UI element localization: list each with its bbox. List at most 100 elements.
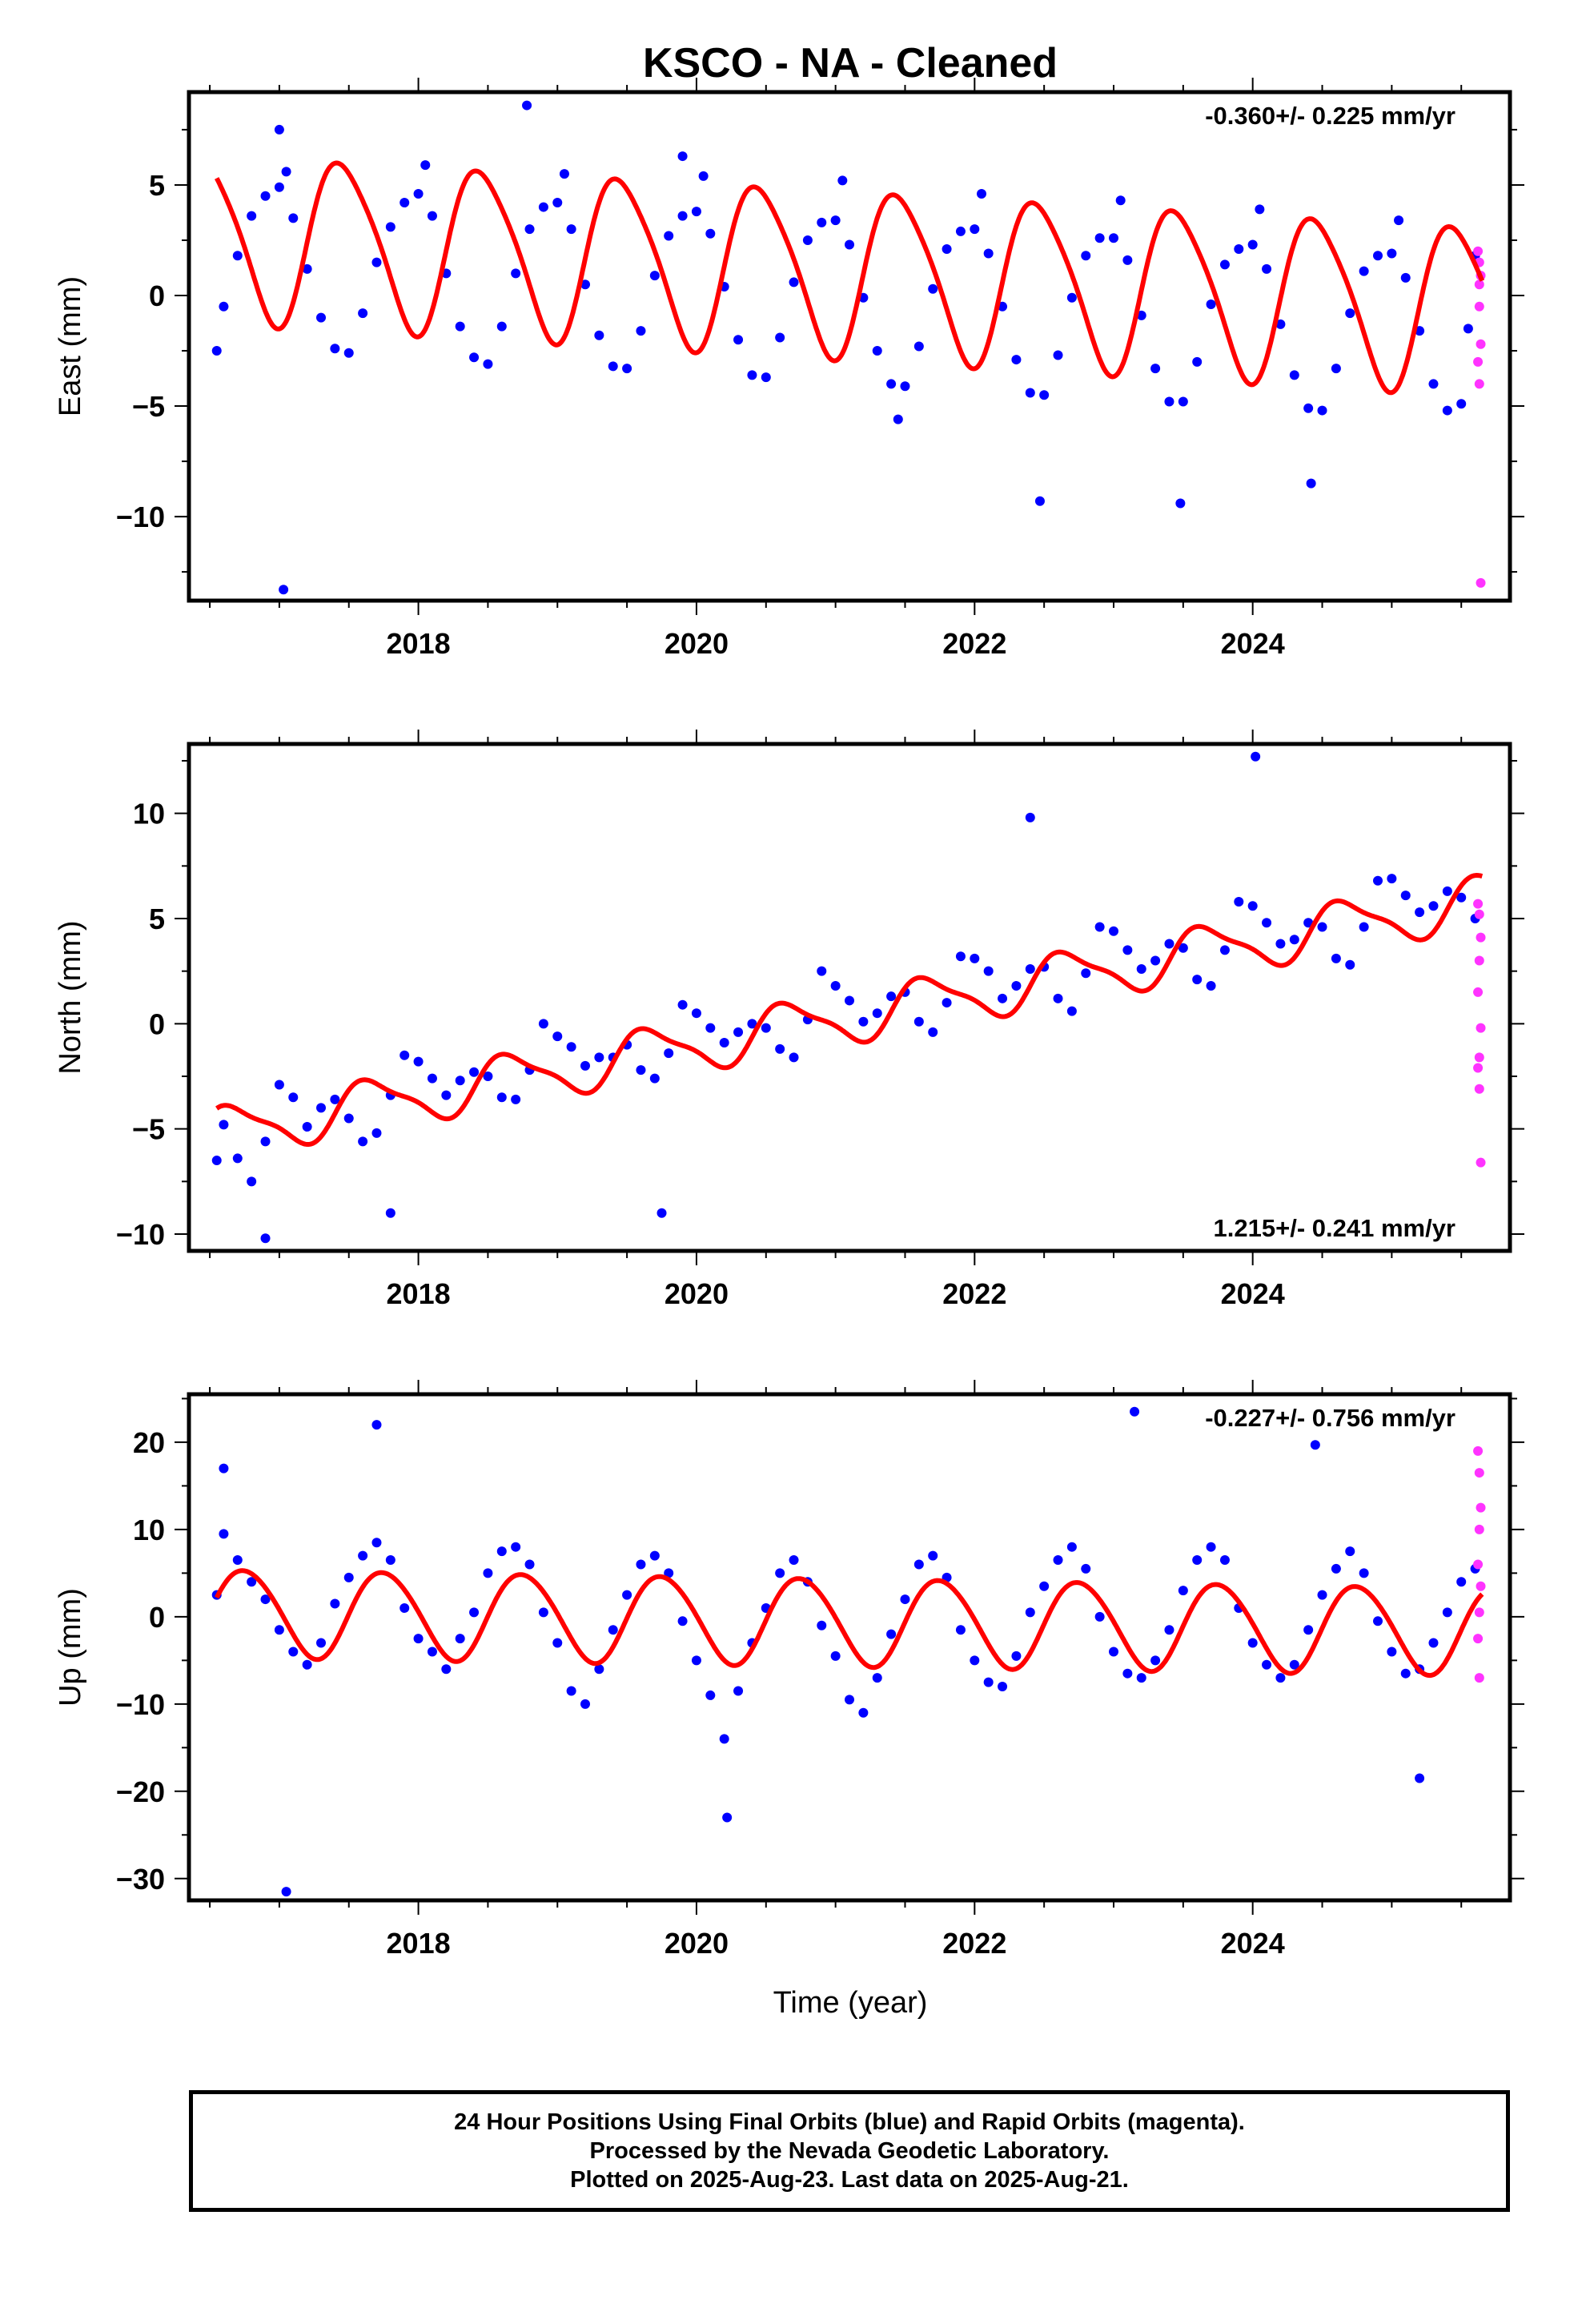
up-rapid-orbit-point	[1474, 1468, 1484, 1478]
up-x-tick-label: 2018	[387, 1927, 451, 1960]
up-final-orbit-point	[1442, 1607, 1452, 1618]
north-final-orbit-point	[469, 1067, 480, 1077]
north-final-orbit-point	[636, 1065, 646, 1076]
east-final-orbit-point	[837, 175, 848, 186]
up-final-orbit-point	[1164, 1625, 1174, 1635]
east-final-orbit-point	[1234, 244, 1244, 255]
north-final-orbit-point	[691, 1008, 701, 1019]
up-final-orbit-point	[1428, 1638, 1439, 1648]
up-y-tick-label: −30	[116, 1863, 165, 1896]
east-final-orbit-point	[955, 226, 966, 236]
east-final-orbit-point	[385, 222, 396, 232]
up-tick-marks	[175, 1380, 1524, 1915]
up-final-orbit-point	[371, 1538, 382, 1548]
east-final-orbit-point	[942, 244, 952, 255]
up-final-orbit-point	[1275, 1673, 1286, 1683]
east-final-orbit-point	[1175, 498, 1186, 509]
north-rapid-orbit-point	[1474, 1052, 1484, 1063]
up-final-orbit-point	[1415, 1773, 1425, 1783]
up-final-orbit-point	[913, 1559, 924, 1570]
up-rapid-orbit-point	[1473, 1445, 1484, 1456]
up-final-orbit-point	[1206, 1542, 1216, 1552]
east-final-orbit-point	[316, 312, 326, 323]
north-final-orbit-point	[705, 1023, 716, 1033]
up-final-orbit-point	[998, 1682, 1008, 1692]
up-final-orbit-point	[970, 1655, 980, 1666]
up-final-orbit-point	[594, 1664, 604, 1675]
north-final-orbit-point	[955, 951, 966, 962]
up-final-orbit-point	[580, 1699, 590, 1709]
up-final-orbit-point	[608, 1625, 618, 1635]
north-final-orbit-point	[358, 1136, 368, 1147]
east-final-orbit-point	[247, 211, 257, 221]
north-rapid-orbit-point	[1473, 1063, 1484, 1073]
north-final-orbit-point	[1081, 968, 1091, 979]
north-final-orbit-point	[872, 1008, 882, 1019]
up-final-orbit-point	[1456, 1577, 1467, 1587]
up-final-orbit-point	[524, 1559, 535, 1570]
east-final-orbit-point	[274, 182, 284, 192]
up-final-orbit-point	[1011, 1651, 1022, 1661]
up-final-orbit-point	[274, 1625, 284, 1635]
up-final-orbit-point	[858, 1707, 869, 1718]
north-final-orbit-point	[1317, 922, 1327, 932]
north-rapid-orbit-point	[1476, 932, 1486, 943]
east-final-orbit-point	[608, 361, 618, 372]
up-x-tick-label: 2024	[1221, 1927, 1285, 1960]
up-final-orbit-point	[469, 1607, 480, 1618]
up-final-orbit-point	[511, 1542, 521, 1552]
east-final-orbit-point	[970, 224, 980, 235]
up-final-orbit-point	[928, 1550, 938, 1561]
east-final-orbit-point	[977, 189, 986, 199]
east-final-orbit-point	[698, 171, 709, 181]
east-final-orbit-point	[483, 359, 493, 369]
up-final-orbit-point	[1053, 1555, 1063, 1566]
up-final-orbit-point	[1373, 1616, 1383, 1626]
north-final-orbit-point	[733, 1027, 744, 1037]
north-rapid-orbit-point	[1474, 1084, 1484, 1094]
up-final-orbit-point	[733, 1686, 744, 1696]
north-final-orbit-point	[858, 1016, 869, 1027]
up-final-orbit-point	[719, 1734, 729, 1744]
east-final-orbit-point	[1303, 403, 1314, 413]
east-final-orbit-point	[455, 321, 465, 332]
up-final-orbit-point	[1025, 1607, 1035, 1618]
north-final-orbit-point	[817, 966, 827, 976]
east-plot-frame	[187, 90, 1512, 603]
up-final-orbit-point	[649, 1550, 660, 1561]
east-final-orbit-point	[1053, 350, 1063, 360]
up-final-orbit-point	[664, 1568, 674, 1578]
north-final-orbit-point	[1053, 993, 1063, 1003]
up-final-orbit-point	[1331, 1563, 1341, 1574]
east-final-orbit-point	[566, 224, 576, 235]
up-final-orbit-point	[1192, 1555, 1203, 1566]
north-final-orbit-point	[1415, 907, 1425, 918]
north-final-orbit-point	[441, 1090, 452, 1100]
east-final-orbit-point	[1317, 405, 1327, 416]
east-x-tick-label: 2020	[665, 627, 729, 660]
east-rapid-orbit-point	[1476, 339, 1486, 349]
east-final-orbit-point	[413, 189, 424, 199]
east-final-orbit-point	[288, 213, 299, 223]
up-y-axis-label: Up (mm)	[54, 1588, 87, 1707]
up-final-orbit-point	[817, 1620, 827, 1630]
north-final-orbit-point	[511, 1094, 521, 1104]
north-final-orbit-point	[1178, 943, 1188, 953]
caption-line-1: 24 Hour Positions Using Final Orbits (bl…	[454, 2109, 1245, 2135]
up-final-orbit-point	[232, 1555, 243, 1566]
east-final-orbit-point	[1150, 364, 1161, 374]
east-final-orbit-point	[496, 321, 507, 332]
east-rapid-orbit-point	[1474, 301, 1484, 312]
up-rapid-orbit-point	[1476, 1581, 1486, 1591]
east-final-orbit-point	[733, 335, 744, 345]
up-final-orbit-point	[385, 1555, 396, 1566]
up-final-orbit-point	[677, 1616, 688, 1626]
east-panel: 2018 2020 2022 2024 −10 −5 0 5 East (mm) -0.360+/…	[54, 78, 1524, 660]
east-final-orbit-point	[232, 251, 243, 261]
north-final-orbit-point	[1206, 981, 1216, 991]
north-final-orbit-point	[1025, 812, 1035, 822]
east-final-orbit-point	[1456, 399, 1467, 409]
north-final-orbit-point	[1219, 945, 1230, 955]
east-final-orbit-point	[1011, 355, 1022, 365]
north-final-orbit-point	[316, 1103, 326, 1113]
